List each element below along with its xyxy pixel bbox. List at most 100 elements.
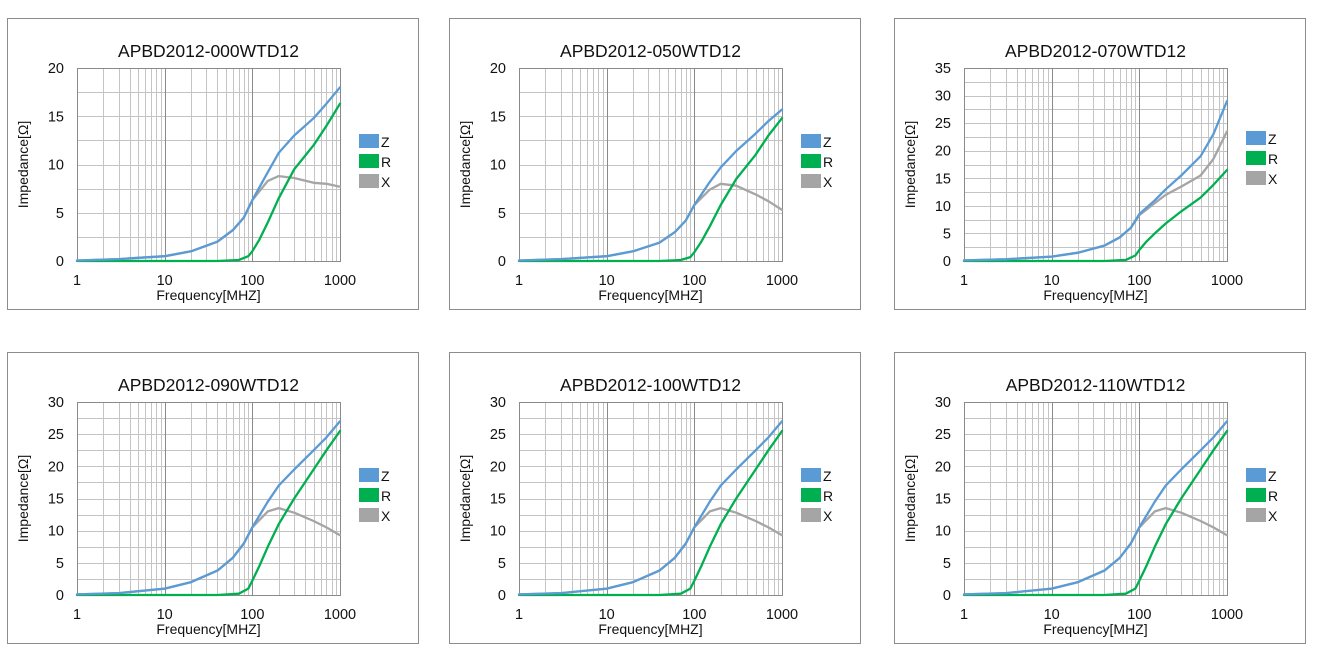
legend-swatch-x <box>1246 171 1266 185</box>
y-tick-label: 5 <box>56 556 64 572</box>
y-tick-label: 20 <box>935 144 951 160</box>
y-tick-label: 5 <box>56 206 64 222</box>
x-axis-label: Frequency[MHZ] <box>598 621 702 637</box>
legend-swatch-z <box>1246 131 1266 145</box>
legend-swatch-x <box>801 174 821 188</box>
y-tick-label: 15 <box>48 109 64 125</box>
y-tick-label: 0 <box>56 254 64 270</box>
legend: ZRX <box>1246 468 1278 524</box>
y-tick-label: 10 <box>48 524 64 540</box>
y-tick-label: 0 <box>498 254 506 270</box>
y-tick-label: 10 <box>935 524 951 540</box>
grid <box>964 68 1228 261</box>
legend-label: R <box>823 488 833 504</box>
x-axis-label: Frequency[MHZ] <box>156 287 260 303</box>
chart-title: APBD2012-070WTD12 <box>1005 41 1186 61</box>
x-axis-label: Frequency[MHZ] <box>1043 287 1147 303</box>
series-line-z <box>75 420 342 596</box>
grid <box>964 402 1228 595</box>
series-line-z <box>75 86 342 262</box>
x-tick-label: 1000 <box>324 607 356 623</box>
series-line-z <box>962 99 1229 262</box>
x-tick-label: 100 <box>682 607 706 623</box>
y-tick-label: 30 <box>935 89 951 105</box>
legend-label: R <box>823 154 833 170</box>
y-tick-label: 15 <box>935 492 951 508</box>
grid <box>519 68 783 261</box>
legend-swatch-r <box>1246 488 1266 502</box>
legend-swatch-z <box>359 468 379 482</box>
series-line-r <box>517 117 784 263</box>
y-axis-label: Impedance[Ω] <box>15 455 31 543</box>
legend-label: Z <box>823 134 832 150</box>
y-tick-label: 5 <box>498 556 506 572</box>
y-axis-label: Impedance[Ω] <box>15 121 31 209</box>
series-line-r <box>962 168 1229 263</box>
y-tick-label: 15 <box>490 109 506 125</box>
y-tick-label: 25 <box>48 427 64 443</box>
series-line-z <box>517 108 784 262</box>
y-tick-label: 25 <box>935 427 951 443</box>
chart-title: APBD2012-090WTD12 <box>118 375 299 395</box>
x-tick-label: 10 <box>599 607 615 623</box>
y-tick-label: 0 <box>943 588 951 604</box>
legend-label: X <box>1268 508 1278 524</box>
series-line-r <box>75 429 342 597</box>
impedance-chart: APBD2012-090WTD12 0 5 10 15 20 25 30 1 10 100 1000 F… <box>15 375 391 637</box>
legend-swatch-z <box>801 134 821 148</box>
x-tick-label: 10 <box>599 273 615 289</box>
legend: ZRX <box>1246 131 1278 187</box>
y-axis-label: Impedance[Ω] <box>902 455 918 543</box>
y-tick-label: 0 <box>56 588 64 604</box>
chart-title: APBD2012-110WTD12 <box>1006 375 1186 395</box>
legend-label: Z <box>1268 468 1277 484</box>
grid <box>77 68 341 261</box>
legend-swatch-x <box>801 508 821 522</box>
series-line-z <box>517 420 784 596</box>
chart-panel: APBD2012-100WTD12 0 5 10 15 20 25 30 1 10 100 1000 F… <box>449 352 861 644</box>
x-tick-label: 100 <box>1127 273 1151 289</box>
legend-label: Z <box>381 468 390 484</box>
y-tick-label: 0 <box>498 588 506 604</box>
y-tick-label: 5 <box>498 206 506 222</box>
chart-title: APBD2012-000WTD12 <box>118 41 299 61</box>
legend-label: Z <box>823 468 832 484</box>
impedance-chart: APBD2012-000WTD12 0 5 10 15 20 1 10 100 1000 Frequ… <box>15 41 391 303</box>
x-tick-label: 100 <box>240 273 264 289</box>
impedance-chart: APBD2012-070WTD12 0 5 10 15 20 25 30 35 1 10 100 100… <box>902 41 1278 303</box>
y-tick-label: 20 <box>490 61 506 77</box>
x-tick-label: 100 <box>1127 607 1151 623</box>
grid <box>77 402 341 595</box>
x-tick-label: 10 <box>157 607 173 623</box>
legend-swatch-x <box>359 508 379 522</box>
y-tick-label: 5 <box>943 226 951 242</box>
impedance-chart: APBD2012-050WTD12 0 5 10 15 20 1 10 100 1000 Frequ… <box>457 41 833 303</box>
chart-title: APBD2012-050WTD12 <box>560 41 741 61</box>
x-axis-label: Frequency[MHZ] <box>598 287 702 303</box>
y-tick-label: 25 <box>490 427 506 443</box>
x-tick-label: 1 <box>960 607 968 623</box>
y-tick-label: 35 <box>935 61 951 77</box>
y-axis-label: Impedance[Ω] <box>457 455 473 543</box>
legend-label: R <box>381 154 391 170</box>
x-tick-label: 1000 <box>1211 273 1243 289</box>
legend-swatch-x <box>359 174 379 188</box>
legend-label: X <box>823 508 833 524</box>
y-tick-label: 20 <box>490 459 506 475</box>
legend: ZRX <box>801 134 833 190</box>
x-tick-label: 1000 <box>766 607 798 623</box>
y-tick-label: 20 <box>48 459 64 475</box>
legend-swatch-r <box>359 488 379 502</box>
y-tick-label: 15 <box>935 171 951 187</box>
legend-swatch-z <box>1246 468 1266 482</box>
impedance-chart: APBD2012-110WTD12 0 5 10 15 20 25 30 1 10 100 1000 F… <box>902 375 1278 637</box>
chart-panel: APBD2012-090WTD12 0 5 10 15 20 25 30 1 10 100 1000 F… <box>7 352 419 644</box>
series-line-r <box>517 429 784 597</box>
y-tick-label: 10 <box>48 158 64 174</box>
y-tick-label: 30 <box>490 395 506 411</box>
legend-swatch-r <box>359 154 379 168</box>
x-tick-label: 1000 <box>1211 607 1243 623</box>
y-tick-label: 10 <box>490 158 506 174</box>
y-tick-label: 20 <box>935 459 951 475</box>
chart-panel: APBD2012-050WTD12 0 5 10 15 20 1 10 100 1000 Frequ… <box>449 18 861 310</box>
